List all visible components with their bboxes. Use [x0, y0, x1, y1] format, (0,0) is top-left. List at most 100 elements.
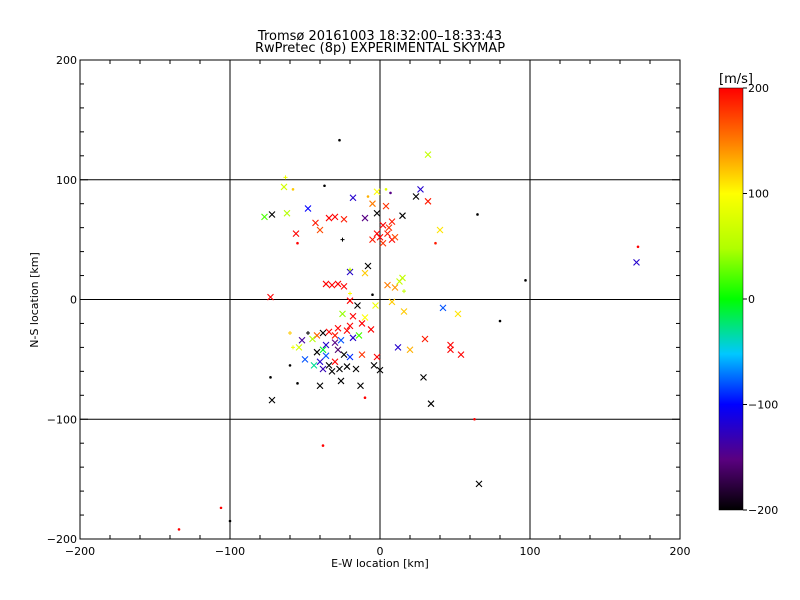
- data-point-cross: [373, 209, 381, 217]
- data-point-cross: [267, 293, 274, 301]
- colorbar-tick-label: 200: [748, 82, 769, 95]
- data-point-cross: [400, 308, 408, 315]
- data-point-dot: [288, 364, 292, 367]
- colorbar-ticks: 200 100 0 −100 −200: [743, 82, 778, 517]
- data-point-cross: [337, 377, 345, 385]
- data-point-cross: [325, 328, 333, 336]
- data-point-cross: [369, 200, 376, 208]
- data-point-cross: [379, 221, 387, 229]
- data-point-cross: [352, 365, 360, 373]
- data-point-dot: [389, 191, 392, 195]
- data-point-dot: [473, 417, 476, 421]
- data-point-cross: [354, 302, 361, 309]
- colorbar-tick-label: 0: [748, 293, 755, 306]
- x-tick-label: −200: [65, 545, 95, 558]
- data-point-cross: [424, 197, 432, 205]
- data-point-cross: [322, 352, 330, 360]
- colorbar-gradient: [718, 87, 744, 511]
- data-point-cross: [316, 382, 324, 390]
- data-point-cross: [420, 373, 427, 381]
- data-point-cross: [379, 239, 387, 247]
- data-point-dot: [363, 396, 367, 399]
- data-point-dot: [323, 184, 326, 188]
- data-point-cross: [376, 366, 384, 374]
- data-point-dot: [228, 519, 232, 523]
- data-point-dot: [498, 319, 502, 323]
- x-axis: −200 −100 0 100 200: [65, 60, 691, 558]
- data-point-dot: [296, 241, 299, 245]
- data-point-dot: [321, 444, 325, 447]
- data-point-cross: [319, 346, 327, 354]
- data-point-cross: [334, 346, 342, 354]
- data-point-cross: [331, 358, 339, 366]
- data-point-cross: [454, 310, 462, 318]
- data-point-cross: [436, 226, 444, 234]
- data-point-plus: [340, 237, 345, 242]
- x-tick-label: 100: [520, 545, 541, 558]
- data-point-cross: [268, 211, 276, 218]
- data-point-dot: [371, 293, 374, 297]
- data-point-cross: [417, 185, 424, 193]
- data-point-cross: [261, 213, 268, 221]
- data-point-cross: [361, 214, 369, 222]
- data-point-dot: [636, 245, 640, 249]
- data-point-dot: [177, 528, 181, 531]
- data-point-cross: [316, 358, 324, 366]
- data-point-cross: [358, 351, 366, 358]
- data-point-dot: [219, 506, 223, 510]
- data-point-cross: [457, 351, 465, 358]
- x-axis-label: E-W location [km]: [331, 557, 429, 570]
- data-point-cross: [334, 324, 342, 332]
- data-point-cross: [373, 188, 381, 196]
- data-point-dot: [434, 241, 437, 245]
- data-point-cross: [343, 327, 351, 335]
- data-point-dot: [338, 138, 341, 142]
- data-point-cross: [396, 278, 403, 285]
- data-point-cross: [357, 382, 364, 390]
- data-point-dot: [291, 188, 295, 191]
- colorbar-tick-label: −100: [748, 399, 778, 412]
- data-points: [177, 138, 640, 531]
- data-point-cross: [355, 332, 363, 339]
- data-point-dot: [296, 382, 299, 385]
- data-point-plus: [288, 331, 292, 336]
- data-point-cross: [391, 233, 399, 241]
- data-point-cross: [382, 202, 390, 210]
- data-point-cross: [328, 367, 336, 375]
- data-point-cross: [298, 336, 306, 344]
- data-point-cross: [331, 213, 339, 221]
- x-tick-label: 200: [670, 545, 691, 558]
- data-point-cross: [310, 361, 318, 369]
- data-point-cross: [319, 365, 327, 373]
- data-point-cross: [325, 214, 333, 222]
- data-point-cross: [406, 346, 414, 354]
- data-point-dot: [524, 279, 527, 282]
- y-axis-label: N-S location [km]: [28, 252, 41, 348]
- data-point-cross: [394, 344, 402, 351]
- data-point-cross: [358, 320, 366, 327]
- data-point-cross: [349, 194, 357, 202]
- data-point-cross: [322, 280, 330, 288]
- colorbar-tick-label: 100: [748, 188, 769, 201]
- chart-title: Tromsø 20161003 18:32:00–18:33:43: [257, 29, 502, 44]
- data-point-cross: [346, 297, 354, 305]
- data-point-cross: [346, 322, 354, 330]
- data-point-cross: [399, 212, 406, 220]
- data-point-cross: [336, 365, 343, 373]
- data-point-cross: [325, 361, 333, 369]
- y-tick-label: 0: [70, 294, 77, 307]
- data-point-cross: [427, 400, 435, 408]
- y-tick-label: −200: [47, 533, 77, 546]
- colorbar-tick-label: −200: [748, 504, 778, 517]
- data-point-cross: [361, 314, 369, 321]
- data-point-cross: [412, 193, 420, 200]
- data-point-cross: [309, 335, 316, 343]
- data-point-cross: [475, 480, 483, 488]
- x-tick-label: −100: [215, 545, 245, 558]
- data-point-cross: [447, 346, 454, 354]
- data-point-cross: [349, 312, 357, 320]
- x-tick-label: 0: [377, 545, 384, 558]
- y-axis: −200 −100 0 100 200: [47, 54, 680, 546]
- y-tick-label: 200: [56, 54, 77, 67]
- data-point-cross: [331, 339, 339, 346]
